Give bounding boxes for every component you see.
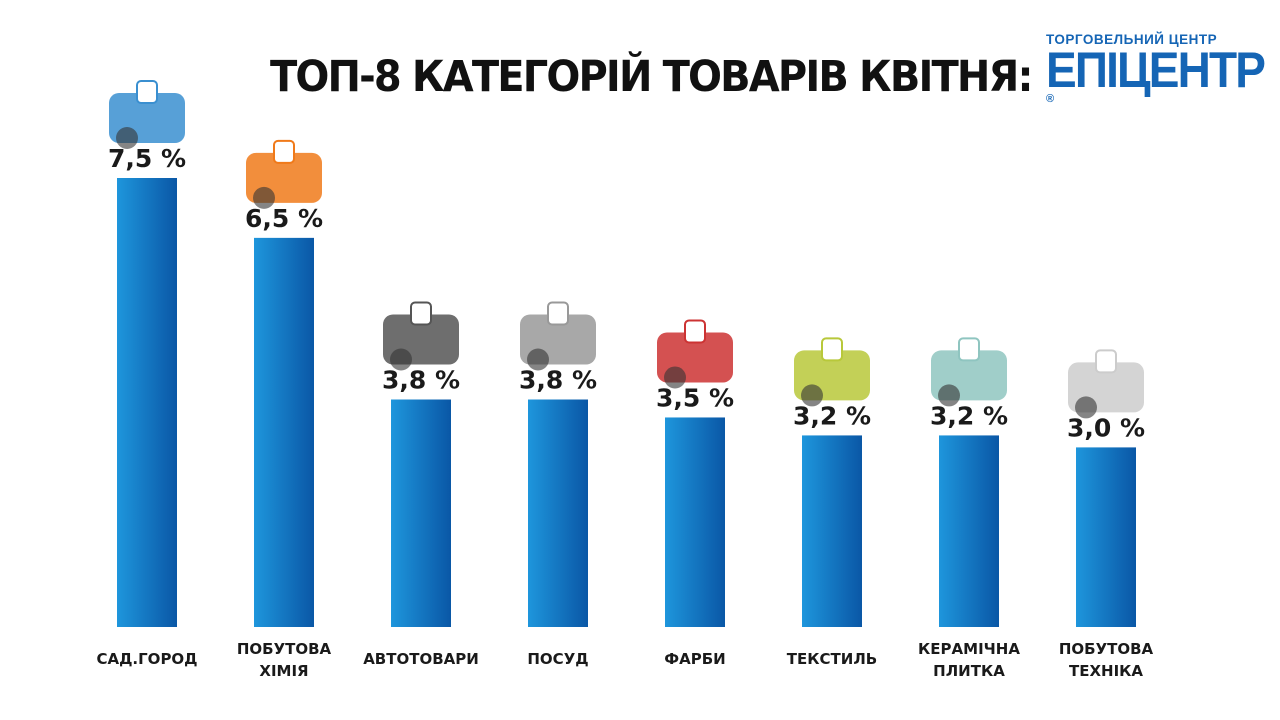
tire-jack-icon (383, 301, 459, 371)
bar (391, 399, 451, 627)
logo-subtitle: ТОРГОВЕЛЬНИЙ ЦЕНТР (1046, 32, 1218, 47)
category-label: ТЕХНІКА (1069, 662, 1143, 680)
bar (1076, 447, 1136, 627)
epicentr-logo: ТОРГОВЕЛЬНИЙ ЦЕНТР ЕПІЦЕНТР® (1046, 32, 1266, 111)
category-label: ФАРБИ (664, 650, 725, 668)
bar (117, 178, 177, 627)
value-label: 6,5 % (245, 204, 323, 233)
ceramic-tiles-icon (931, 337, 1007, 407)
bar (665, 417, 725, 627)
logo-name: ЕПІЦЕНТР (1046, 42, 1266, 98)
category-label: САД.ГОРОД (96, 650, 197, 668)
category-label: ПОСУД (527, 650, 588, 668)
bar (939, 435, 999, 627)
value-label: 7,5 % (108, 144, 186, 173)
value-label: 3,8 % (382, 366, 460, 395)
category-label: АВТОТОВАРИ (363, 650, 479, 668)
paint-cans-icon (657, 319, 733, 389)
value-label: 3,8 % (519, 366, 597, 395)
bar (254, 237, 314, 627)
category-label: ПОБУТОВА (237, 640, 332, 658)
bar (802, 435, 862, 627)
category-label: ПОБУТОВА (1059, 640, 1154, 658)
category-label: КЕРАМІЧНА (918, 640, 1020, 658)
category-label: ТЕКСТИЛЬ (787, 650, 877, 668)
value-label: 3,5 % (656, 383, 734, 412)
appliances-icon (1068, 349, 1144, 419)
cookware-icon (520, 301, 596, 371)
category-label: ХІМІЯ (259, 662, 308, 680)
chart-title: ТОП-8 КАТЕГОРІЙ ТОВАРІВ КВІТНЯ: (270, 52, 1033, 102)
value-label: 3,0 % (1067, 413, 1145, 442)
cleaning-basket-icon (246, 139, 322, 209)
textile-rolls-icon (794, 337, 870, 407)
value-label: 3,2 % (793, 401, 871, 430)
wheelbarrow-icon (109, 80, 185, 149)
logo-mark: ® (1046, 93, 1055, 105)
category-label: ПЛИТКА (933, 662, 1005, 680)
bar (528, 399, 588, 627)
value-label: 3,2 % (930, 401, 1008, 430)
